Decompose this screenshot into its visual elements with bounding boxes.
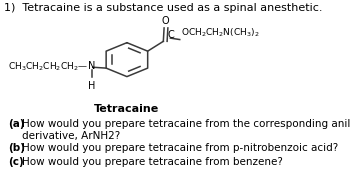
Text: H: H [88, 81, 96, 91]
Text: CH$_3$CH$_2$CH$_2$CH$_2$—: CH$_3$CH$_2$CH$_2$CH$_2$— [8, 60, 89, 73]
Text: N: N [88, 61, 96, 71]
Text: (a): (a) [8, 120, 25, 129]
Text: How would you prepare tetracaine from the corresponding aniline
derivative, ArNH: How would you prepare tetracaine from th… [22, 120, 350, 141]
Text: How would you prepare tetracaine from benzene?: How would you prepare tetracaine from be… [22, 157, 283, 167]
Text: O: O [162, 16, 169, 26]
Text: How would you prepare tetracaine from p-nitrobenzoic acid?: How would you prepare tetracaine from p-… [22, 143, 338, 153]
Text: OCH$_2$CH$_2$N(CH$_3$)$_2$: OCH$_2$CH$_2$N(CH$_3$)$_2$ [181, 26, 259, 39]
Text: Tetracaine: Tetracaine [94, 104, 160, 114]
Text: (c): (c) [8, 157, 24, 167]
Text: C: C [168, 30, 175, 40]
Text: 1)  Tetracaine is a substance used as a spinal anesthetic.: 1) Tetracaine is a substance used as a s… [5, 3, 323, 13]
Text: (b): (b) [8, 143, 25, 153]
